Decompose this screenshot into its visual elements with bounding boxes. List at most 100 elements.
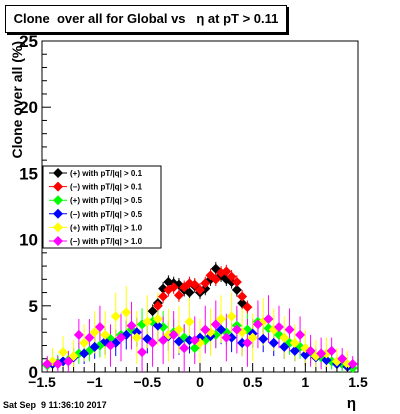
data-point	[121, 307, 132, 318]
data-point	[147, 337, 158, 348]
data-point	[210, 274, 221, 285]
data-point	[347, 359, 358, 370]
data-point	[258, 333, 269, 344]
data-point	[342, 359, 353, 370]
data-point	[184, 316, 195, 327]
data-point	[168, 329, 179, 340]
data-point	[179, 343, 190, 354]
legend-marker	[53, 208, 63, 219]
data-point	[89, 327, 100, 338]
legend-label: (+) with pT/|q| > 0.5	[70, 196, 143, 205]
legend-marker	[53, 236, 63, 246]
data-point	[110, 311, 121, 322]
x-tick-label: 1	[301, 374, 309, 390]
y-tick-label: 15	[19, 164, 38, 183]
y-tick-label: 20	[19, 98, 38, 117]
data-point	[126, 320, 137, 331]
data-point	[216, 324, 227, 335]
data-point	[242, 337, 253, 348]
legend-marker	[53, 195, 63, 206]
y-tick-label: 10	[19, 231, 38, 250]
data-point	[231, 276, 242, 287]
data-point	[252, 319, 263, 330]
y-tick-label: 25	[19, 32, 38, 51]
legend-label: (−) with pT/|q| > 0.1	[70, 183, 143, 192]
x-axis-label: η	[347, 395, 356, 412]
data-point	[226, 311, 237, 322]
data-point	[100, 329, 111, 340]
data-point	[79, 348, 90, 359]
data-point	[94, 321, 105, 332]
data-point	[173, 324, 184, 335]
data-point	[231, 324, 242, 335]
x-tick-label: −0.5	[134, 374, 162, 390]
y-axis-label: Clone over all (%)	[9, 41, 25, 158]
data-point	[210, 319, 221, 330]
y-tick-label: 0	[29, 363, 38, 382]
data-point	[305, 345, 316, 356]
data-point	[316, 348, 327, 359]
data-point	[242, 302, 253, 313]
data-point	[189, 343, 200, 354]
data-point	[68, 351, 79, 362]
x-tick-label: −1	[87, 374, 103, 390]
data-point	[137, 347, 148, 358]
legend-marker	[53, 168, 63, 178]
data-point	[226, 332, 237, 343]
legend-box	[42, 165, 162, 249]
x-tick-label: −1.5	[28, 374, 56, 390]
chart-title: Clone over all for Global vs η at pT > 0…	[5, 5, 287, 33]
data-point	[326, 345, 337, 356]
data-point	[84, 332, 95, 343]
data-point	[237, 291, 248, 302]
data-point	[268, 337, 279, 348]
data-point	[79, 337, 90, 348]
data-point	[131, 332, 142, 343]
data-point	[42, 359, 53, 370]
data-point	[284, 324, 295, 335]
data-point	[321, 355, 332, 366]
data-point	[147, 306, 158, 317]
data-point	[152, 300, 163, 311]
data-point	[105, 340, 116, 351]
data-point	[184, 335, 195, 346]
legend-label: (−) with pT/|q| > 0.5	[70, 210, 143, 219]
data-point	[237, 337, 248, 348]
data-point	[52, 359, 63, 370]
data-point	[295, 329, 306, 340]
data-point	[289, 345, 300, 356]
data-point	[152, 320, 163, 331]
data-point	[189, 335, 200, 346]
data-point	[73, 329, 84, 340]
data-point	[274, 321, 284, 332]
data-point	[231, 284, 242, 295]
data-point	[158, 335, 169, 346]
data-point	[184, 287, 195, 298]
data-point	[221, 266, 232, 277]
data-point	[226, 271, 237, 282]
data-point	[189, 279, 200, 290]
data-point	[200, 324, 211, 335]
data-point	[337, 353, 348, 364]
data-point	[263, 314, 274, 325]
data-point	[131, 327, 142, 338]
data-point	[173, 336, 184, 347]
data-point	[216, 314, 227, 325]
data-point	[221, 332, 232, 343]
legend-marker	[53, 181, 63, 192]
timestamp: Sat Sep 9 11:36:10 2017	[3, 400, 107, 410]
data-point	[58, 347, 69, 358]
legend-label: (−) with pT/|q| > 1.0	[70, 237, 143, 246]
data-point	[173, 290, 184, 301]
data-point	[163, 329, 174, 340]
data-point	[152, 314, 163, 325]
data-point	[158, 291, 169, 302]
legend-label: (+) with pT/|q| > 0.1	[70, 169, 143, 178]
data-point	[289, 337, 300, 348]
y-tick-label: 5	[29, 297, 38, 316]
data-point	[142, 316, 153, 327]
data-point	[279, 341, 290, 352]
data-point	[195, 284, 205, 295]
data-point	[168, 282, 179, 293]
